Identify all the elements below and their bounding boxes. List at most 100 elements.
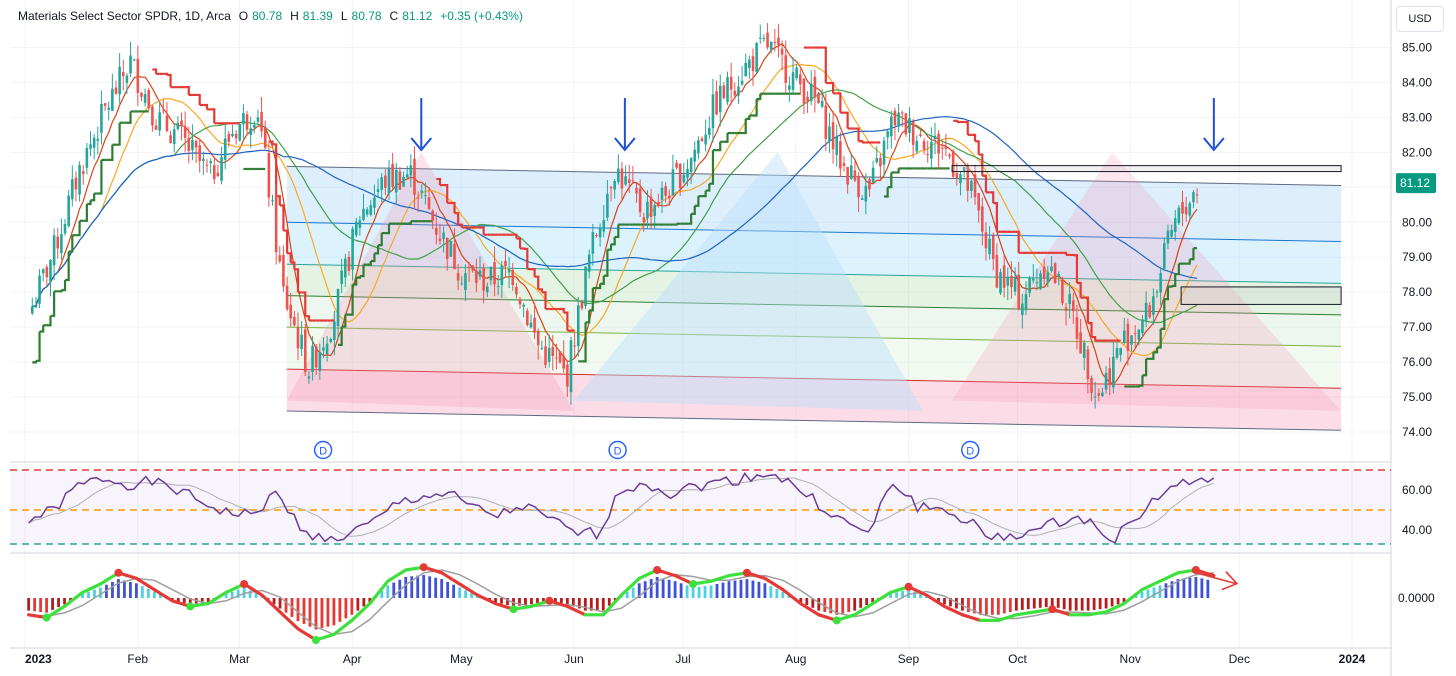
supertrend-segment: [589, 288, 594, 312]
candle: [515, 283, 518, 299]
candle-body: [351, 228, 354, 270]
candle: [504, 249, 507, 277]
supertrend-line: [32, 46, 1198, 388]
momentum-line-segment: [278, 610, 300, 631]
momentum-bar: [769, 586, 773, 598]
momentum-bar: [57, 598, 60, 608]
candle-body: [96, 138, 100, 141]
candle: [427, 187, 431, 211]
candle: [1090, 375, 1093, 401]
candle-body: [1042, 266, 1046, 279]
candle-body: [1119, 348, 1122, 355]
candle: [981, 197, 984, 246]
candle: [1013, 267, 1017, 296]
momentum-bar: [1104, 598, 1108, 609]
candle: [1053, 262, 1057, 284]
supertrend-segment: [35, 331, 41, 362]
candle-body: [962, 167, 966, 172]
candle-body: [41, 269, 45, 274]
arrow-down-icon: [614, 98, 636, 152]
supertrend-segment: [385, 223, 391, 235]
open-value: 80.78: [252, 9, 283, 23]
dividend-marker: D: [608, 440, 627, 460]
candle-body: [293, 316, 296, 326]
candle: [951, 148, 955, 179]
candle-body: [30, 306, 34, 314]
candle-body: [795, 67, 798, 79]
candle: [325, 336, 329, 362]
rsi-panel: [10, 469, 1391, 545]
candle-body: [1086, 349, 1090, 380]
candle-body: [813, 76, 817, 98]
supertrend-segment: [32, 360, 38, 364]
candle: [158, 100, 161, 136]
candle-body: [991, 235, 995, 260]
supertrend-segment: [305, 315, 311, 321]
candle: [85, 142, 89, 175]
candle: [114, 80, 118, 96]
candle-body: [376, 189, 380, 193]
momentum-bar: [853, 598, 857, 611]
candle-body: [212, 165, 216, 180]
momentum-bar: [973, 598, 976, 614]
momentum-bar: [895, 592, 898, 598]
candle: [191, 124, 194, 161]
candle: [373, 184, 376, 215]
candle: [1046, 265, 1050, 288]
candle: [664, 182, 667, 203]
candle-body: [664, 186, 667, 196]
supertrend-segment: [516, 237, 522, 249]
supertrend-segment: [341, 314, 347, 328]
candle-body: [402, 176, 405, 187]
momentum-peak-dot: [240, 580, 249, 588]
candle: [558, 351, 562, 364]
candle: [613, 179, 616, 199]
close-value: 81.12: [402, 9, 433, 23]
candle-body: [981, 206, 984, 232]
candle: [926, 140, 930, 163]
candle: [1064, 303, 1068, 326]
momentum-bar: [751, 580, 755, 598]
high-value: 81.39: [302, 9, 333, 23]
supertrend-segment: [57, 289, 63, 293]
currency-button[interactable]: USD: [1396, 6, 1444, 32]
momentum-line-segment: [960, 613, 982, 623]
candle: [205, 159, 209, 173]
candle: [478, 256, 482, 280]
candle-body: [111, 88, 114, 111]
candle-body: [788, 85, 791, 90]
candle: [234, 130, 238, 145]
candle-body: [1166, 230, 1170, 244]
candle: [595, 233, 598, 238]
momentum-bar: [45, 598, 48, 613]
candle-body: [762, 37, 766, 39]
candle: [536, 328, 540, 360]
candle: [930, 127, 933, 168]
candle-body: [285, 285, 289, 310]
candle-body: [369, 205, 373, 215]
candle-body: [536, 330, 540, 346]
candle-body: [442, 232, 445, 240]
candle: [1133, 325, 1137, 348]
candle-body: [1072, 300, 1075, 312]
momentum-bar: [577, 598, 581, 609]
candle-body: [191, 139, 194, 151]
candle-body: [482, 267, 485, 291]
trend-arrow-icon: [1191, 570, 1239, 591]
momentum-bar: [1002, 598, 1006, 614]
candle: [318, 343, 322, 381]
candle-body: [649, 196, 653, 217]
momentum-line-segment: [924, 593, 947, 609]
momentum-bar: [1080, 598, 1084, 611]
momentum-bar: [955, 598, 958, 609]
supertrend-segment: [691, 205, 696, 216]
candle: [1122, 317, 1126, 345]
time-tick-label: Oct: [1008, 652, 1027, 666]
rsi-signal-line: [28, 477, 1214, 537]
supertrend-segment: [97, 159, 103, 195]
candle-body: [194, 140, 198, 148]
candle-body: [373, 197, 376, 208]
candle-body: [45, 266, 49, 278]
candle: [311, 336, 314, 381]
